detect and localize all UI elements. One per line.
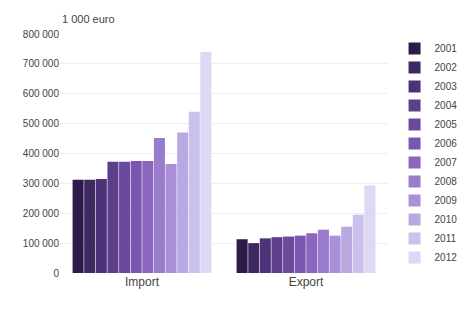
svg-text:2004: 2004 <box>435 100 458 111</box>
svg-text:1 000 euro: 1 000 euro <box>62 13 115 25</box>
svg-text:Import: Import <box>125 275 160 289</box>
svg-text:2009: 2009 <box>435 195 458 206</box>
svg-text:400 000: 400 000 <box>23 148 60 159</box>
svg-text:2002: 2002 <box>435 62 458 73</box>
svg-text:2007: 2007 <box>435 157 458 168</box>
svg-text:2003: 2003 <box>435 81 458 92</box>
svg-text:2011: 2011 <box>435 233 457 244</box>
svg-text:2005: 2005 <box>435 119 458 130</box>
svg-text:2006: 2006 <box>435 138 458 149</box>
svg-text:Export: Export <box>289 275 324 289</box>
svg-text:2010: 2010 <box>435 214 458 225</box>
svg-text:0: 0 <box>53 268 59 279</box>
svg-text:2012: 2012 <box>435 252 458 263</box>
svg-text:800 000: 800 000 <box>23 29 60 40</box>
svg-text:500 000: 500 000 <box>23 118 60 129</box>
svg-text:300 000: 300 000 <box>23 178 60 189</box>
svg-text:200 000: 200 000 <box>23 208 60 219</box>
svg-text:2001: 2001 <box>435 43 458 54</box>
svg-text:600 000: 600 000 <box>23 88 60 99</box>
svg-text:2008: 2008 <box>435 176 458 187</box>
svg-text:100 000: 100 000 <box>23 238 60 249</box>
svg-text:700 000: 700 000 <box>23 58 60 69</box>
